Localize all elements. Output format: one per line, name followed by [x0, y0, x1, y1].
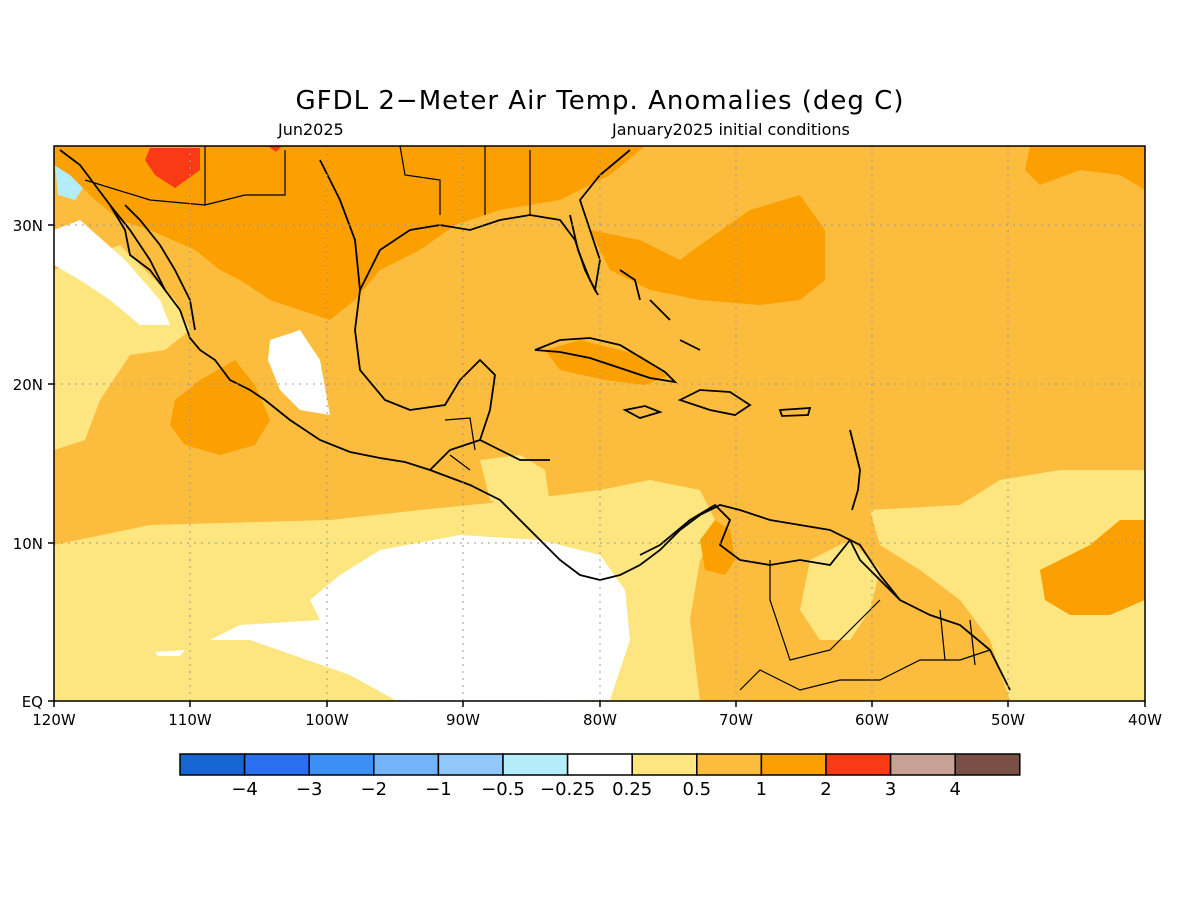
- initial-conditions: January2025 initial conditions: [612, 120, 850, 139]
- forecast-month: Jun2025: [278, 120, 344, 139]
- x-tick-90w: 90W: [446, 711, 480, 729]
- x-tick-110w: 110W: [168, 711, 212, 729]
- colorbar-swatch: [373, 753, 440, 776]
- colorbar-label: −3: [296, 779, 323, 800]
- y-tick-labels: EQ 10N 20N 30N: [13, 217, 43, 711]
- colorbar-label: −4: [231, 779, 258, 800]
- colorbar-swatch: [954, 753, 1021, 776]
- y-tick-10n: 10N: [13, 535, 43, 553]
- colorbar-swatch: [631, 753, 698, 776]
- borders: [84, 146, 991, 691]
- anomaly-field: [54, 146, 1145, 701]
- x-tick-50w: 50W: [991, 711, 1025, 729]
- tick-marks: [48, 224, 1146, 707]
- colorbar-label: −0.25: [540, 779, 595, 800]
- colorbar-swatch: [243, 753, 310, 776]
- colorbar-swatch: [889, 753, 956, 776]
- x-tick-labels: 120W 110W 100W 90W 80W 70W 60W 50W 40W: [32, 711, 1162, 729]
- x-tick-70w: 70W: [719, 711, 753, 729]
- colorbar-labels: −4 −3 −2 −1 −0.5 −0.25 0.25 0.5 1 2 3 4: [231, 779, 961, 800]
- colorbar-label: −1: [425, 779, 452, 800]
- colorbar: [179, 753, 1021, 776]
- x-tick-80w: 80W: [583, 711, 617, 729]
- colorbar-swatch: [760, 753, 827, 776]
- y-tick-20n: 20N: [13, 376, 43, 394]
- colorbar-swatch: [566, 753, 633, 776]
- colorbar-swatch: [308, 753, 375, 776]
- colorbar-label: 0.5: [682, 779, 711, 800]
- colorbar-label: 1: [756, 779, 767, 800]
- x-tick-120w: 120W: [32, 711, 76, 729]
- colorbar-label: 0.25: [612, 779, 652, 800]
- colorbar-swatch: [179, 753, 246, 776]
- colorbar-label: −0.5: [481, 779, 525, 800]
- x-tick-100w: 100W: [305, 711, 349, 729]
- colorbar-swatch: [437, 753, 504, 776]
- colorbar-label: 4: [949, 779, 960, 800]
- colorbar-swatch: [825, 753, 892, 776]
- colorbar-label: 3: [885, 779, 896, 800]
- colorbar-label: −2: [361, 779, 388, 800]
- map-title: GFDL 2−Meter Air Temp. Anomalies (deg C): [295, 86, 905, 116]
- coastlines: [59, 149, 1011, 691]
- x-tick-40w: 40W: [1128, 711, 1162, 729]
- graticule: [54, 146, 1145, 701]
- y-tick-eq: EQ: [22, 693, 43, 711]
- y-tick-30n: 30N: [13, 217, 43, 235]
- x-tick-60w: 60W: [855, 711, 889, 729]
- colorbar-label: 2: [820, 779, 831, 800]
- colorbar-swatch: [696, 753, 763, 776]
- colorbar-swatch: [502, 753, 569, 776]
